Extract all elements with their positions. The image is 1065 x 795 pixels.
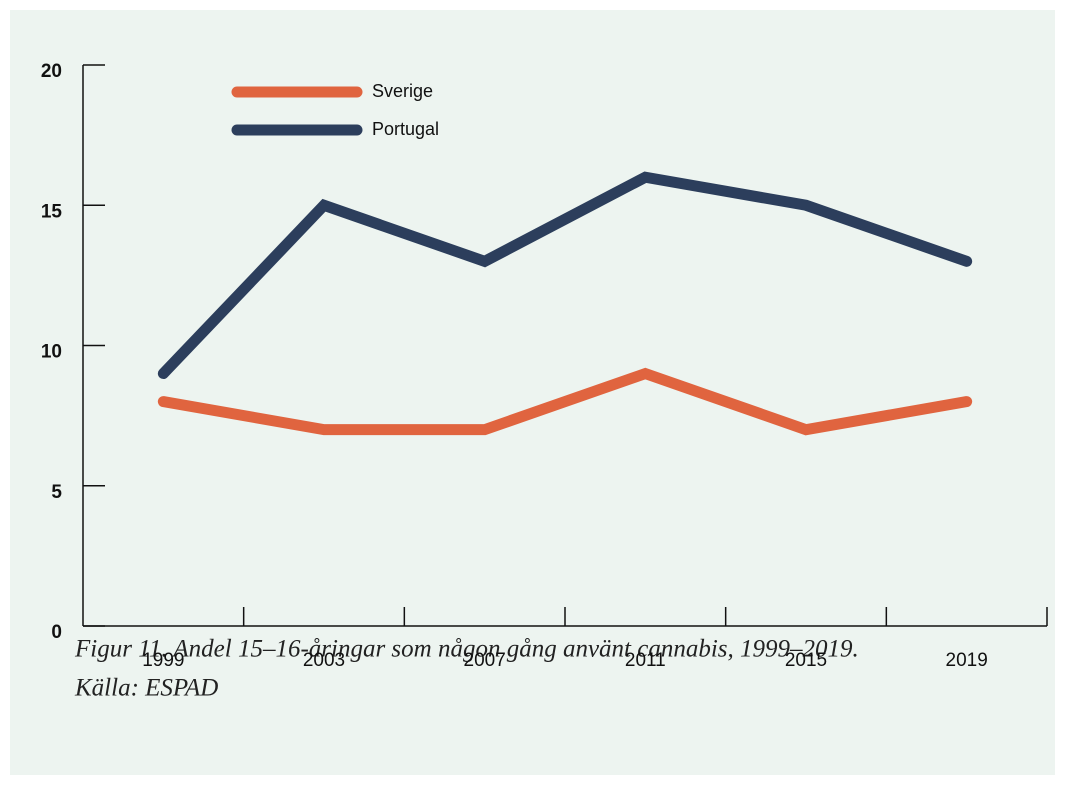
legend-label: Sverige xyxy=(372,81,433,101)
x-tick-label: 1999 xyxy=(142,650,184,671)
series-line xyxy=(157,367,973,436)
x-tick-label: 2011 xyxy=(625,650,666,671)
x-tick-label: 2019 xyxy=(946,650,988,671)
caption: Källa: ESPAD xyxy=(74,675,218,702)
x-tick-label: 2007 xyxy=(464,650,506,671)
x-tick-label: 2015 xyxy=(785,650,827,671)
y-tick-label: 10 xyxy=(41,342,62,363)
series-line xyxy=(157,171,973,380)
x-tick-label: 2003 xyxy=(303,650,345,671)
caption: Figur 11. Andel 15–16-åringar som någon … xyxy=(74,636,859,663)
y-tick-label: 20 xyxy=(41,61,62,82)
y-tick-label: 15 xyxy=(41,201,63,222)
background xyxy=(10,10,1055,775)
y-tick-label: 0 xyxy=(51,622,62,643)
y-tick-label: 5 xyxy=(51,482,62,503)
legend-label: Portugal xyxy=(372,119,439,139)
